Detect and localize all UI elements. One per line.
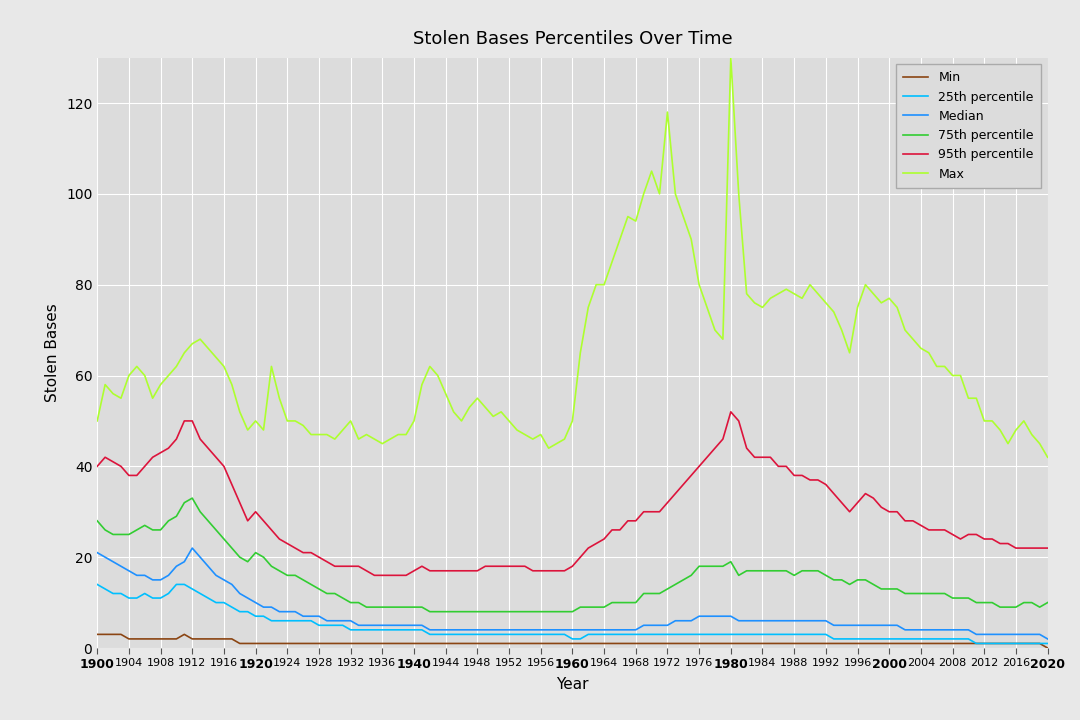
Median — [186, 544, 199, 552]
Max — [312, 431, 325, 439]
Median — [692, 612, 705, 621]
25th percentile — [970, 639, 983, 648]
Min — [186, 634, 199, 643]
Min — [495, 639, 508, 648]
Min — [1041, 644, 1054, 652]
Min — [312, 639, 325, 648]
75th percentile — [748, 567, 761, 575]
Line: Median: Median — [97, 548, 1048, 639]
95th percentile — [748, 453, 761, 462]
Median — [193, 553, 206, 562]
95th percentile — [994, 539, 1007, 548]
Max — [1041, 453, 1054, 462]
95th percentile — [368, 571, 381, 580]
25th percentile — [91, 580, 104, 589]
Median — [91, 549, 104, 557]
X-axis label: Year: Year — [556, 677, 589, 692]
Median — [1041, 634, 1054, 643]
Min — [977, 639, 990, 648]
95th percentile — [725, 408, 738, 416]
25th percentile — [685, 630, 698, 639]
95th percentile — [692, 462, 705, 471]
Median — [321, 616, 334, 625]
25th percentile — [312, 621, 325, 629]
Max — [725, 53, 738, 62]
Min — [732, 639, 745, 648]
75th percentile — [701, 562, 714, 570]
Min — [685, 639, 698, 648]
75th percentile — [193, 508, 206, 516]
25th percentile — [986, 639, 999, 648]
Median — [740, 616, 753, 625]
Median — [502, 626, 515, 634]
75th percentile — [423, 608, 436, 616]
Max — [986, 417, 999, 426]
Line: 95th percentile: 95th percentile — [97, 412, 1048, 575]
Legend: Min, 25th percentile, Median, 75th percentile, 95th percentile, Max: Min, 25th percentile, Median, 75th perce… — [895, 64, 1041, 188]
Line: Min: Min — [97, 634, 1048, 648]
25th percentile — [186, 585, 199, 593]
95th percentile — [502, 562, 515, 570]
75th percentile — [994, 603, 1007, 611]
Max — [495, 408, 508, 416]
Title: Stolen Bases Percentiles Over Time: Stolen Bases Percentiles Over Time — [413, 30, 732, 48]
Y-axis label: Stolen Bases: Stolen Bases — [45, 303, 60, 402]
75th percentile — [321, 589, 334, 598]
Min — [91, 630, 104, 639]
95th percentile — [312, 553, 325, 562]
25th percentile — [732, 630, 745, 639]
75th percentile — [511, 608, 524, 616]
25th percentile — [495, 630, 508, 639]
75th percentile — [91, 516, 104, 525]
Max — [740, 289, 753, 298]
75th percentile — [1041, 598, 1054, 607]
Max — [685, 235, 698, 243]
Line: Max: Max — [97, 58, 1048, 457]
Line: 75th percentile: 75th percentile — [97, 498, 1048, 612]
Line: 25th percentile: 25th percentile — [97, 585, 1048, 644]
25th percentile — [1041, 639, 1054, 648]
Max — [91, 417, 104, 426]
75th percentile — [186, 494, 199, 503]
95th percentile — [1041, 544, 1054, 552]
Median — [986, 630, 999, 639]
95th percentile — [91, 462, 104, 471]
95th percentile — [186, 417, 199, 426]
Max — [186, 339, 199, 348]
